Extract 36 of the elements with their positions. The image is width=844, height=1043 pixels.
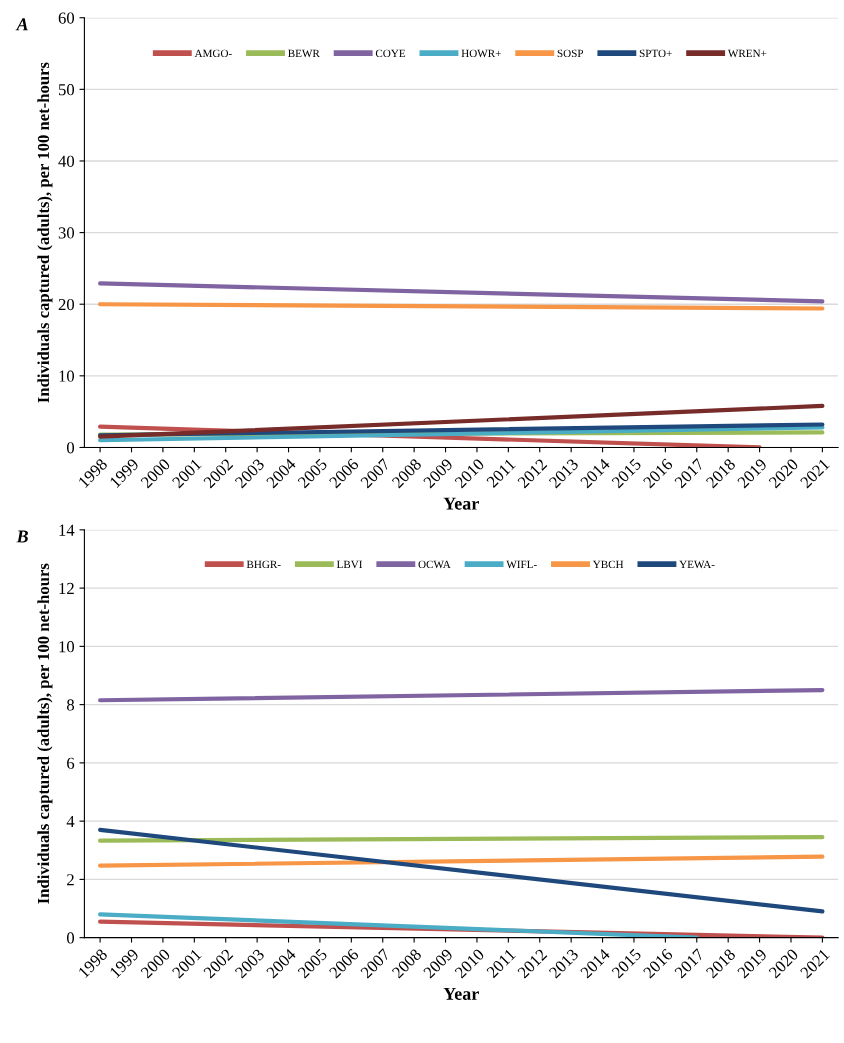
- legend-label: WIFL-: [506, 560, 537, 569]
- y-tick-label: 0: [66, 442, 75, 454]
- y-tick-label: 2: [67, 874, 74, 886]
- legend-label: COYE: [375, 49, 406, 58]
- legend-label: HOWR+: [461, 49, 501, 58]
- legend-label: OCWA: [418, 560, 451, 569]
- legend-label: BEWR: [288, 49, 320, 58]
- legend-label: SOSP: [557, 49, 584, 58]
- y-tick-label: 10: [59, 370, 75, 382]
- y-tick-label: 50: [58, 84, 75, 96]
- legend-label: AMGO-: [194, 49, 232, 58]
- y-tick-label: 4: [66, 815, 75, 827]
- y-tick-label: 8: [66, 699, 75, 711]
- y-tick-label: 6: [67, 757, 75, 769]
- y-tick-label: 0: [66, 932, 75, 944]
- y-tick-label: 14: [59, 524, 75, 536]
- y-tick-label: 12: [59, 582, 74, 594]
- x-axis-title: Year: [443, 987, 479, 1000]
- y-tick-label: 30: [58, 227, 75, 239]
- y-tick-label: 60: [58, 12, 75, 24]
- legend-label: LBVI: [336, 560, 363, 569]
- legend-label: WREN+: [727, 49, 767, 58]
- x-tick-label: 2011: [486, 458, 516, 489]
- y-tick-label: 10: [59, 641, 75, 653]
- text: A: [15, 18, 28, 31]
- x-axis-title: Year: [443, 497, 479, 510]
- legend-label: YBCH: [592, 560, 624, 569]
- y-tick-label: 20: [58, 298, 75, 311]
- text: B: [16, 530, 28, 543]
- legend-label: BHGR-: [246, 560, 281, 569]
- y-tick-label: 40: [58, 155, 75, 167]
- y-axis-title: Individuals captured (adults), per 100 net-hours: [37, 62, 53, 403]
- legend-label: SPTO+: [639, 49, 672, 58]
- x-tick-label: 2011: [486, 948, 516, 979]
- y-axis-title: Individuals captured (adults), per 100 net-hours: [37, 563, 53, 904]
- legend-label: YEWA-: [679, 560, 715, 569]
